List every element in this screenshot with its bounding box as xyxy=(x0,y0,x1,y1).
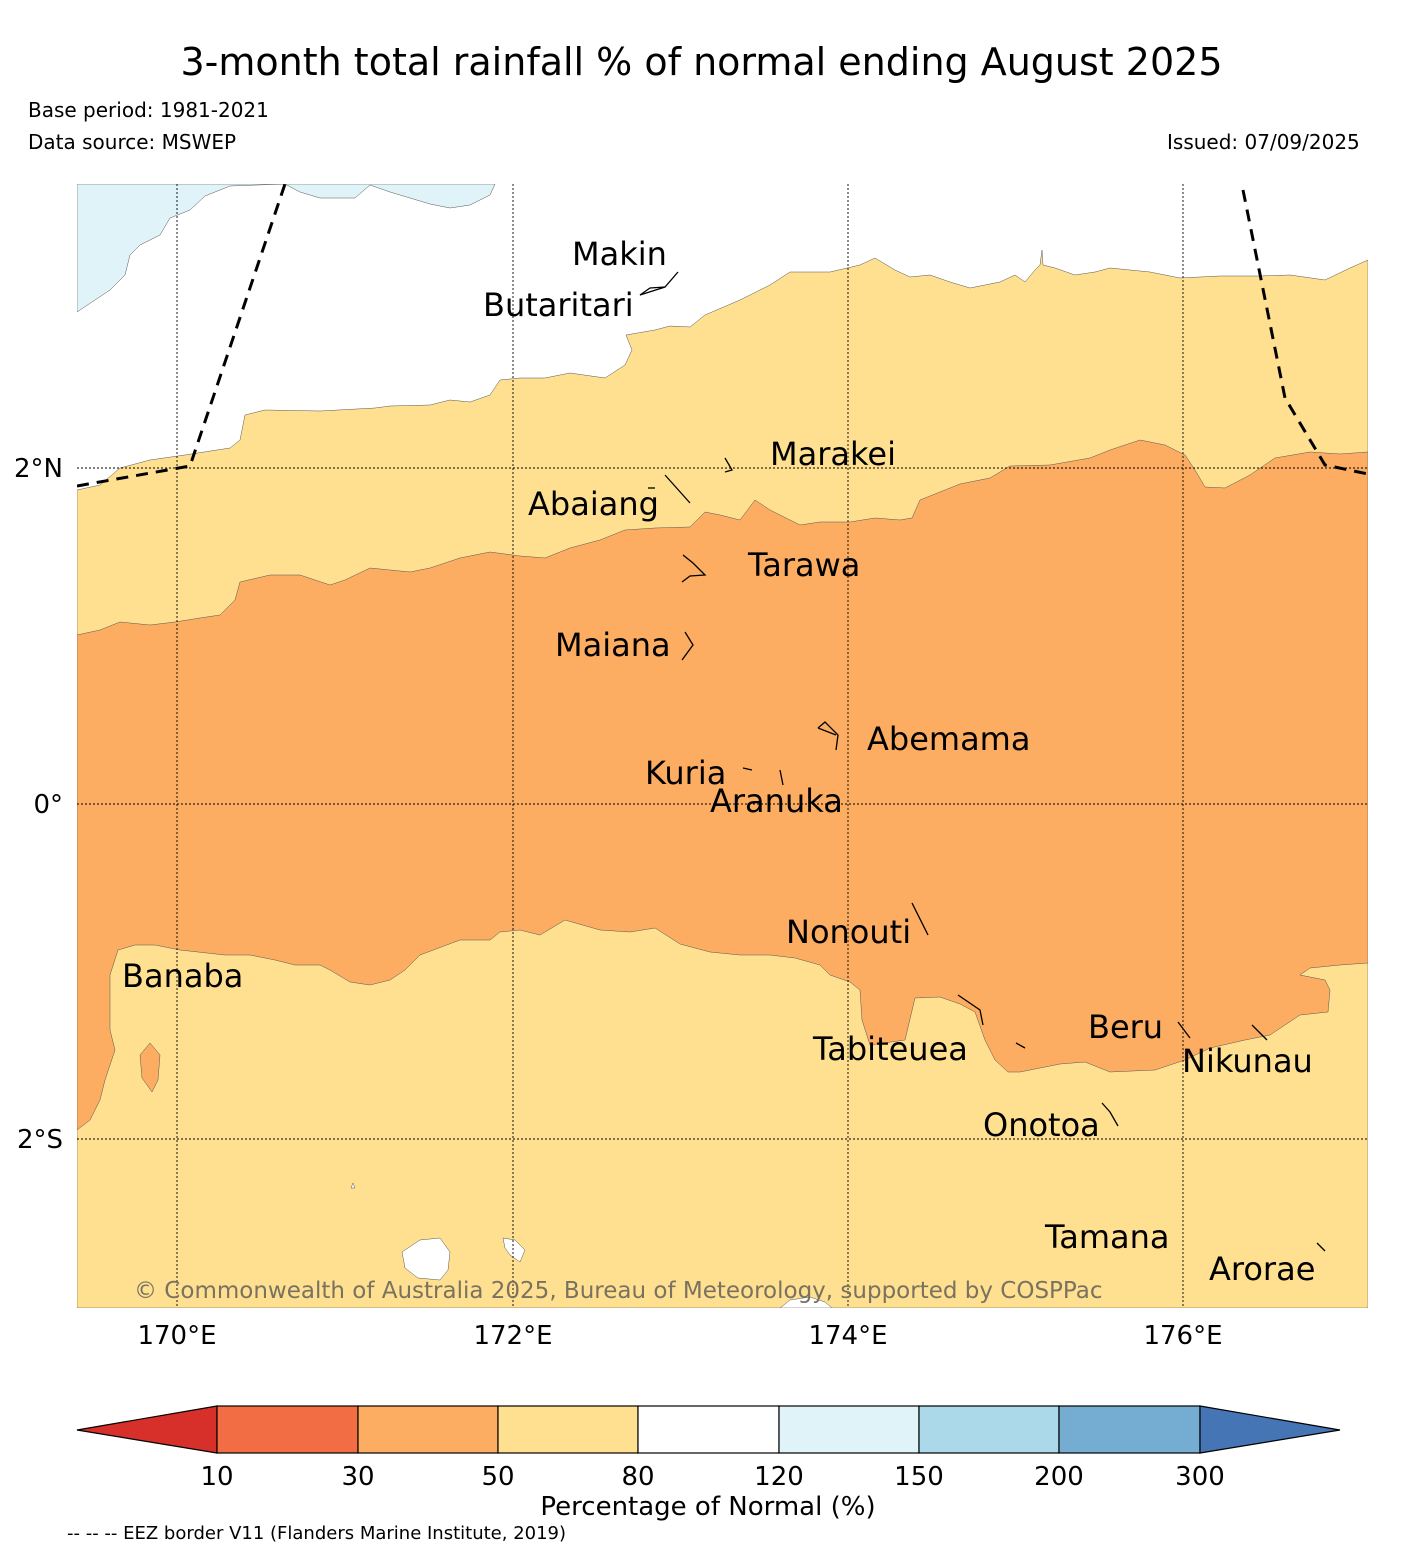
atoll-tabiteuea xyxy=(957,994,984,1026)
lat-label-0: 0° xyxy=(33,790,63,820)
label-tarawa: Tarawa xyxy=(747,546,860,584)
band-120-150 xyxy=(77,184,496,313)
label-tamana: Tamana xyxy=(1044,1218,1170,1256)
colorbar-swatch-gt300 xyxy=(1199,1405,1341,1454)
data-source: Data source: MSWEP xyxy=(28,130,237,154)
lon-label-170: 170°E xyxy=(137,1321,216,1351)
atoll-onotoa xyxy=(1101,1102,1119,1127)
colorbar-tick: 80 xyxy=(621,1462,654,1492)
lon-label-172: 172°E xyxy=(473,1321,552,1351)
lon-label-174: 174°E xyxy=(808,1321,887,1351)
label-beru: Beru xyxy=(1088,1008,1163,1046)
lon-label-176: 176°E xyxy=(1143,1321,1222,1351)
label-arorae: Arorae xyxy=(1209,1250,1315,1288)
colorbar-label: Percentage of Normal (%) xyxy=(540,1492,875,1522)
atoll-tarawa xyxy=(681,554,707,583)
atoll-nikunau xyxy=(1251,1024,1268,1041)
label-abaiang: Abaiang xyxy=(528,485,659,523)
colorbar-swatch-120-150 xyxy=(778,1405,920,1454)
white-blob-3 xyxy=(779,1296,833,1308)
small-orange-blob xyxy=(139,1042,161,1093)
band-30-50 xyxy=(77,439,1368,1131)
lat-label-2n: 2°N xyxy=(14,454,63,484)
atoll-arorae xyxy=(1316,1242,1326,1252)
axis-labels: 170°E 172°E 174°E 176°E 2°N 0° 2°S xyxy=(14,454,1223,1351)
map-title: 3-month total rainfall % of normal endin… xyxy=(180,40,1223,84)
colorbar-ticks: 10 30 50 80 120 150 200 300 xyxy=(200,1462,1224,1492)
atoll-marakei xyxy=(724,457,733,473)
colorbar-swatch-10-30 xyxy=(216,1405,359,1454)
atoll-abemama xyxy=(817,721,839,751)
colorbar-tick: 30 xyxy=(341,1462,374,1492)
issued-date: Issued: 07/09/2025 xyxy=(1167,130,1360,154)
white-blob-1 xyxy=(401,1237,451,1281)
colorbar-swatch-200-300 xyxy=(1058,1405,1201,1454)
colorbar-swatch-30-50 xyxy=(357,1405,499,1454)
colorbar-swatch-lt10 xyxy=(76,1405,218,1454)
label-maiana: Maiana xyxy=(555,626,671,664)
lat-label-2s: 2°S xyxy=(17,1125,63,1155)
label-kuria: Kuria xyxy=(645,754,726,792)
gridlines xyxy=(77,184,1368,1308)
colorbar-tick: 200 xyxy=(1034,1462,1084,1492)
colorbar-swatch-50-80 xyxy=(497,1405,639,1454)
colorbar-tick: 300 xyxy=(1175,1462,1225,1492)
colorbar-swatch-80-120 xyxy=(637,1405,780,1454)
label-banaba: Banaba xyxy=(122,957,243,995)
atoll-aranuka xyxy=(779,769,784,786)
island-labels: Makin Butaritari Marakei Abaiang Tarawa … xyxy=(122,235,1315,1288)
white-blob-4 xyxy=(350,1182,356,1189)
copyright-text: © Commonwealth of Australia 2025, Bureau… xyxy=(134,1278,1103,1304)
label-marakei: Marakei xyxy=(770,435,896,473)
colorbar-tick: 150 xyxy=(894,1462,944,1492)
label-butaritari: Butaritari xyxy=(483,286,634,324)
map-area: Makin Butaritari Marakei Abaiang Tarawa … xyxy=(77,184,1368,1308)
label-tabiteuea: Tabiteuea xyxy=(812,1030,968,1068)
atoll-abaiang xyxy=(664,474,691,504)
label-abemama: Abemama xyxy=(867,720,1030,758)
label-onotoa: Onotoa xyxy=(983,1106,1100,1144)
atoll-nonouti xyxy=(911,902,929,936)
colorbar-tick: 50 xyxy=(481,1462,514,1492)
base-period: Base period: 1981-2021 xyxy=(28,98,269,122)
eez-note: -- -- -- EEZ border V11 (Flanders Marine… xyxy=(67,1523,567,1544)
colorbar-tick: 10 xyxy=(200,1462,233,1492)
atoll-maiana xyxy=(681,631,694,661)
atoll-beru xyxy=(1177,1021,1191,1039)
label-nikunau: Nikunau xyxy=(1182,1042,1313,1080)
atoll-outlines xyxy=(639,271,1326,1252)
eez-border xyxy=(77,184,1368,488)
colorbar-tick: 120 xyxy=(754,1462,804,1492)
colorbar-swatch-150-200 xyxy=(918,1405,1060,1454)
label-aranuka: Aranuka xyxy=(710,782,843,820)
colorbar xyxy=(76,1405,1341,1454)
atoll-kuria xyxy=(742,767,753,771)
label-nonouti: Nonouti xyxy=(786,913,911,951)
label-makin: Makin xyxy=(572,235,667,273)
white-blob-2 xyxy=(502,1237,526,1263)
